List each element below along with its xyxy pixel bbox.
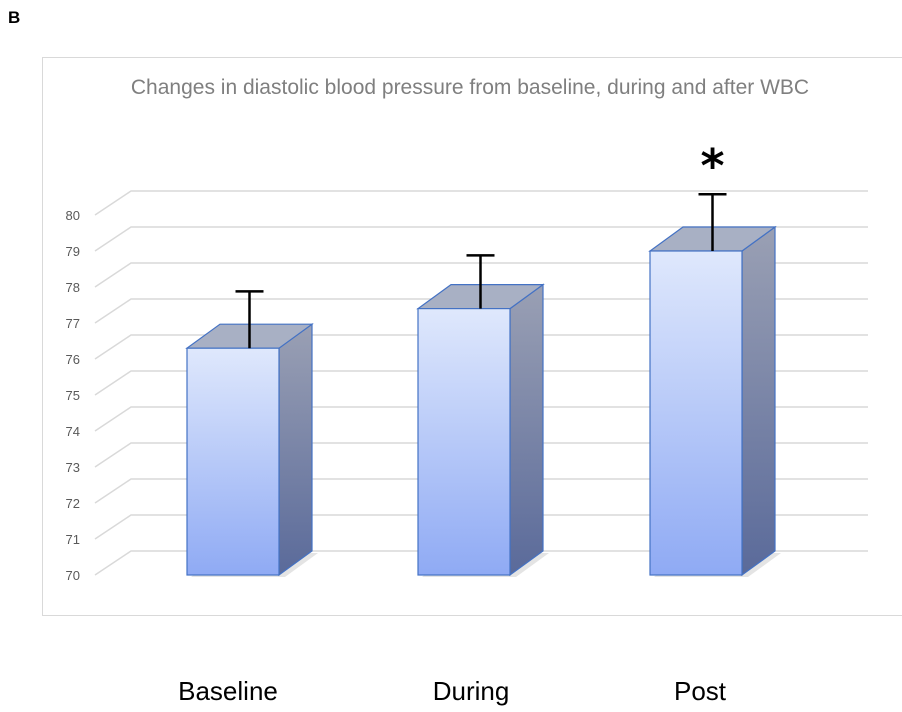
y-tick-label: 74: [66, 424, 80, 439]
bar-front: [417, 308, 511, 576]
bars: *: [185, 139, 781, 577]
y-tick-label: 73: [66, 460, 80, 475]
y-tick-label: 77: [66, 316, 80, 331]
gridline: [94, 334, 868, 360]
y-tick-label: 80: [66, 208, 80, 223]
bar-front: [649, 250, 743, 576]
panel-label: B: [8, 8, 21, 27]
gridline: [94, 262, 868, 288]
bar-side: [278, 323, 313, 577]
significance-marker: *: [700, 139, 724, 193]
y-tick-label: 76: [66, 352, 80, 367]
gridline: [94, 226, 868, 252]
gridline: [94, 370, 868, 396]
gridline: [94, 190, 868, 216]
chart-area: [42, 57, 902, 616]
x-tick-label: Baseline: [178, 676, 278, 706]
y-tick-label: 70: [66, 568, 80, 583]
y-tick-label: 79: [66, 244, 80, 259]
gridline: [94, 298, 868, 324]
chart-title: Changes in diastolic blood pressure from…: [130, 76, 810, 99]
gridlines: [94, 190, 868, 576]
gridline: [94, 550, 868, 576]
bar-during: [416, 254, 549, 577]
x-tick-label: Post: [673, 676, 727, 706]
gridline: [94, 514, 868, 540]
bar-baseline: [185, 290, 318, 577]
bar-side: [509, 283, 544, 577]
y-tick-label: 72: [66, 496, 80, 511]
gridline: [94, 442, 868, 468]
y-tick-label: 78: [66, 280, 80, 295]
y-tick-label: 71: [66, 532, 80, 547]
bar-post: *: [648, 139, 781, 577]
y-axis-ticks: 70 71 72 73 74 75 76 77 78 79 80: [66, 208, 80, 583]
bar-side: [741, 225, 776, 577]
gridline: [94, 478, 868, 504]
y-tick-label: 75: [66, 388, 80, 403]
x-tick-label: During: [432, 676, 510, 706]
bar-front: [186, 347, 280, 576]
gridline: [94, 406, 868, 432]
